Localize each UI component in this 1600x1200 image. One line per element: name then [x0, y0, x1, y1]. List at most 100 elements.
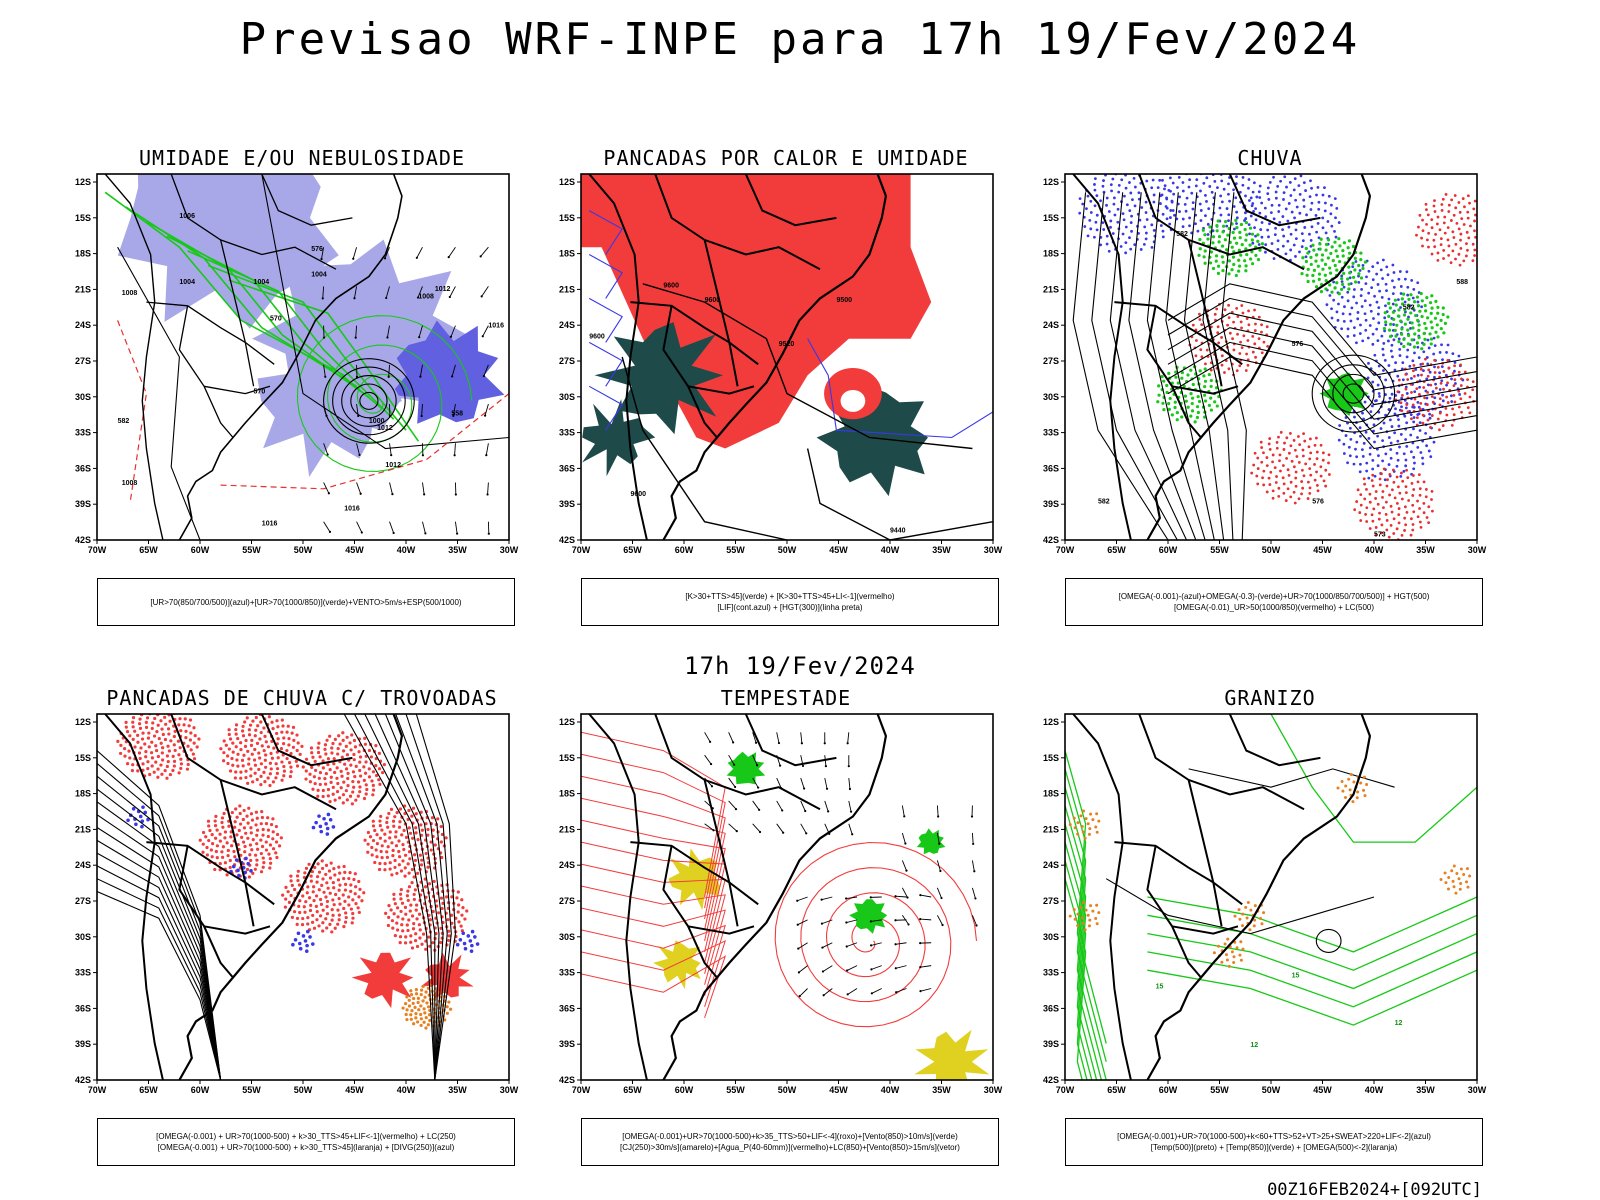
- data-speck: [317, 888, 321, 892]
- panel-tempestade[interactable]: TEMPESTADE 12S 15S 18S 21S 24S 27S 30S 33S 36S 39…: [546, 686, 1026, 1166]
- data-speck: [1093, 177, 1097, 181]
- hgt500-contour: [1183, 192, 1225, 540]
- data-speck: [1259, 228, 1263, 231]
- data-speck: [1309, 473, 1313, 477]
- panel-umidade[interactable]: UMIDADE E/OU NEBULOSIDADE 1006 1004 1004 10…: [62, 146, 542, 626]
- panel-pancadas-calor[interactable]: PANCADAS POR CALOR E UMIDADE 9600 9600 950…: [546, 146, 1026, 626]
- data-speck: [1429, 311, 1433, 315]
- data-speck: [1308, 457, 1312, 461]
- data-speck: [1256, 482, 1260, 486]
- wind-vector-head: [796, 923, 799, 926]
- data-speck: [1297, 435, 1300, 438]
- data-speck: [1421, 362, 1425, 366]
- data-speck: [1277, 435, 1280, 439]
- data-speck: [1178, 195, 1182, 199]
- data-speck: [1427, 346, 1431, 350]
- data-speck: [338, 796, 342, 800]
- data-speck: [326, 757, 331, 761]
- lat-tick-label: 24S: [559, 860, 575, 870]
- data-speck: [1203, 261, 1207, 265]
- data-speck: [1397, 418, 1400, 422]
- data-speck: [289, 770, 293, 774]
- data-speck: [156, 723, 160, 727]
- data-speck: [320, 883, 324, 887]
- map-granizo[interactable]: 1515121212S15S18S21S24S27S30S33S36S39S42…: [1030, 700, 1510, 1120]
- wind-vector-head: [823, 742, 826, 745]
- data-speck: [282, 742, 286, 746]
- data-speck: [1079, 905, 1083, 909]
- data-speck: [253, 867, 257, 871]
- data-speck: [259, 730, 263, 735]
- data-speck: [1245, 252, 1249, 257]
- data-speck: [1323, 209, 1327, 213]
- data-speck: [248, 723, 253, 727]
- data-speck: [323, 777, 327, 781]
- data-speck: [1439, 381, 1443, 385]
- data-speck: [416, 1000, 420, 1005]
- lon-tick-label: 60W: [191, 1085, 210, 1095]
- data-speck: [331, 913, 335, 917]
- lon-tick-label: 65W: [1107, 545, 1126, 555]
- data-speck: [152, 770, 156, 774]
- data-speck: [1217, 240, 1221, 244]
- data-speck: [1216, 186, 1219, 189]
- data-speck: [337, 918, 341, 922]
- data-speck: [1216, 264, 1221, 268]
- data-speck: [1128, 236, 1131, 240]
- data-speck: [1128, 181, 1131, 184]
- data-speck: [1276, 247, 1280, 251]
- lat-tick-label: 27S: [75, 896, 91, 906]
- data-speck: [136, 740, 140, 744]
- wind-vector-head: [453, 454, 456, 457]
- data-speck: [233, 825, 237, 829]
- data-speck: [124, 725, 128, 729]
- wind-vector-head: [797, 947, 800, 950]
- data-speck: [412, 892, 416, 897]
- data-speck: [1080, 825, 1084, 829]
- wind-vector-head: [827, 810, 830, 813]
- data-speck: [234, 727, 238, 732]
- data-speck: [1257, 337, 1261, 341]
- data-speck: [161, 746, 165, 750]
- data-speck: [412, 897, 416, 902]
- data-speck: [1481, 251, 1484, 254]
- data-speck: [1200, 355, 1204, 359]
- data-speck: [311, 890, 315, 894]
- data-speck: [1452, 384, 1456, 388]
- data-speck: [133, 745, 137, 749]
- data-speck: [1493, 235, 1496, 238]
- data-speck: [1410, 321, 1414, 325]
- data-speck: [352, 758, 356, 762]
- data-speck: [1423, 396, 1427, 400]
- data-speck: [1433, 371, 1437, 374]
- data-speck: [409, 1017, 413, 1021]
- data-speck: [249, 826, 253, 830]
- data-speck: [1125, 203, 1129, 207]
- panel-pancadas-trovoadas[interactable]: PANCADAS DE CHUVA C/ TROVOADAS 12S 15S 18S…: [62, 686, 542, 1166]
- data-speck: [1402, 337, 1406, 342]
- data-speck: [1351, 244, 1356, 249]
- data-speck: [1250, 250, 1254, 254]
- pressure-isobar: [261, 174, 509, 450]
- data-speck: [409, 1013, 413, 1017]
- data-speck: [1403, 529, 1406, 532]
- contour-label: 1008: [418, 293, 434, 300]
- data-speck: [1150, 245, 1154, 249]
- data-speck: [1414, 313, 1418, 318]
- data-speck: [1163, 184, 1167, 188]
- data-speck: [1381, 439, 1384, 442]
- data-speck: [374, 848, 378, 852]
- panel-chuva[interactable]: CHUVA 576 582 576 573 588 582 582 12S 15S 18S 21S 2…: [1030, 146, 1510, 626]
- data-speck: [1406, 285, 1410, 289]
- data-speck: [1188, 224, 1191, 228]
- data-speck: [147, 731, 151, 735]
- data-speck: [317, 924, 321, 928]
- panel-granizo[interactable]: GRANIZO 15 15 12 12 12S 15S 18S 21S 24S 27S 30S 33S…: [1030, 686, 1510, 1166]
- water-vapor-contour: [581, 863, 726, 964]
- data-speck: [258, 756, 262, 760]
